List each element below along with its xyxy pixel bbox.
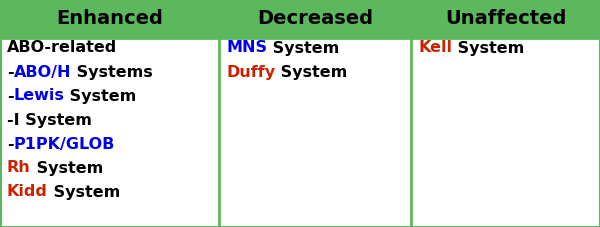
Text: Lewis: Lewis [14,89,65,104]
Text: Unaffected: Unaffected [445,10,566,29]
Text: -I System: -I System [7,113,92,128]
Text: System: System [452,40,524,55]
Text: ABO-related: ABO-related [7,40,117,55]
Bar [0,0,219,38]
Text: -: - [7,136,14,151]
Text: System: System [48,185,120,200]
Text: P1PK/GLOB: P1PK/GLOB [14,136,115,151]
Text: Rh: Rh [7,160,31,175]
Text: Duffy: Duffy [226,64,275,79]
Text: Decreased: Decreased [257,10,373,29]
Text: MNS: MNS [226,40,267,55]
Text: System: System [275,64,347,79]
Bar [411,0,600,38]
Text: Kidd: Kidd [7,185,48,200]
Text: System: System [65,89,137,104]
Text: ABO/H: ABO/H [14,64,71,79]
Text: -: - [7,64,14,79]
Text: Enhanced: Enhanced [56,10,163,29]
Text: System: System [31,160,103,175]
Text: -: - [7,89,14,104]
Bar [219,0,411,38]
Text: Systems: Systems [71,64,153,79]
Text: Kell: Kell [418,40,452,55]
Text: System: System [267,40,339,55]
